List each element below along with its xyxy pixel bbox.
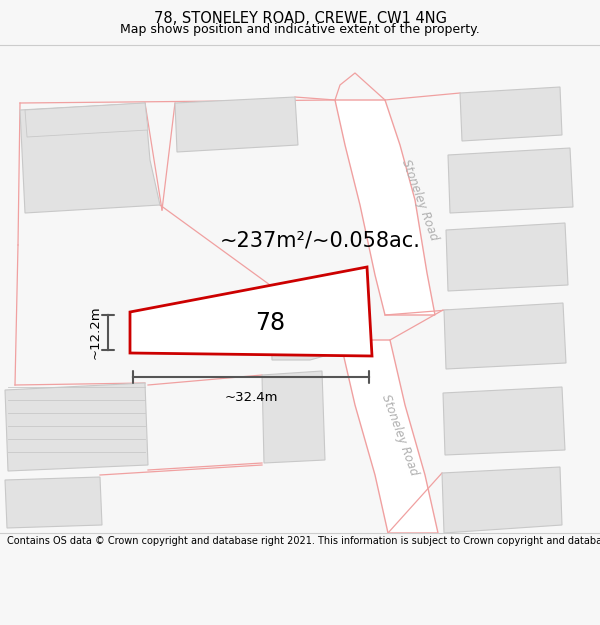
Text: 78: 78 — [255, 311, 285, 335]
Text: Map shows position and indicative extent of the property.: Map shows position and indicative extent… — [120, 23, 480, 36]
Polygon shape — [25, 103, 148, 137]
Polygon shape — [262, 371, 325, 463]
Polygon shape — [335, 100, 435, 315]
Polygon shape — [130, 267, 372, 356]
Polygon shape — [448, 148, 573, 213]
Text: ~237m²/~0.058ac.: ~237m²/~0.058ac. — [220, 230, 421, 250]
Polygon shape — [175, 97, 298, 152]
Polygon shape — [340, 340, 438, 533]
Polygon shape — [20, 103, 160, 213]
Polygon shape — [443, 387, 565, 455]
Text: ~12.2m: ~12.2m — [89, 306, 102, 359]
Text: 78, STONELEY ROAD, CREWE, CW1 4NG: 78, STONELEY ROAD, CREWE, CW1 4NG — [154, 11, 446, 26]
Polygon shape — [5, 383, 148, 471]
Polygon shape — [442, 467, 562, 533]
Polygon shape — [5, 477, 102, 528]
Text: Stoneley Road: Stoneley Road — [399, 158, 441, 242]
Polygon shape — [446, 223, 568, 291]
Polygon shape — [270, 281, 328, 360]
Polygon shape — [460, 87, 562, 141]
Text: Contains OS data © Crown copyright and database right 2021. This information is : Contains OS data © Crown copyright and d… — [7, 536, 600, 546]
Polygon shape — [444, 303, 566, 369]
Text: ~32.4m: ~32.4m — [224, 391, 278, 404]
Text: Stoneley Road: Stoneley Road — [379, 392, 421, 478]
